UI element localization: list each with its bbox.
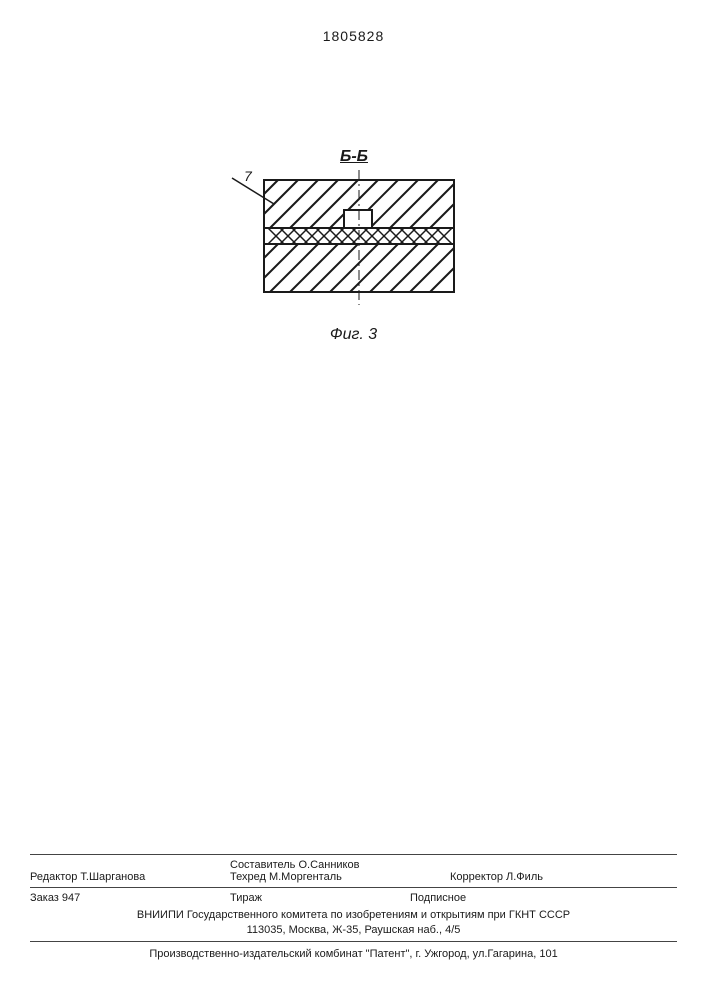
- compiler-name: О.Санников: [298, 859, 359, 871]
- ref-number-7: 7: [244, 168, 252, 184]
- divider-line: [30, 854, 677, 855]
- cross-section-diagram: [224, 160, 484, 320]
- order-label: Заказ: [30, 892, 59, 904]
- org-line1: ВНИИПИ Государственного комитета по изоб…: [30, 908, 677, 922]
- divider-line: [30, 941, 677, 942]
- editor-name: Т.Шарганова: [80, 871, 145, 883]
- publisher-info: Производственно-издательский комбинат "П…: [30, 948, 677, 960]
- page-number: 1805828: [0, 0, 707, 44]
- figure-caption: Фиг. 3: [0, 326, 707, 344]
- order-number: 947: [62, 892, 80, 904]
- section-label: Б-Б: [340, 148, 368, 166]
- techred-name: М.Моргенталь: [269, 871, 342, 883]
- footer-block: Составитель О.Санников Редактор Т.Шарган…: [30, 850, 677, 960]
- corrector-name: Л.Филь: [506, 871, 543, 883]
- org-line2: 113035, Москва, Ж-35, Раушская наб., 4/5: [30, 923, 677, 937]
- circulation-label: Тираж: [230, 892, 262, 904]
- figure-3: Б-Б 7: [0, 160, 707, 344]
- editor-label: Редактор: [30, 871, 77, 883]
- subscription-label: Подписное: [410, 892, 466, 904]
- corrector-label: Корректор: [450, 871, 503, 883]
- techred-label: Техред: [230, 871, 266, 883]
- divider-line: [30, 887, 677, 888]
- compiler-label: Составитель: [230, 859, 295, 871]
